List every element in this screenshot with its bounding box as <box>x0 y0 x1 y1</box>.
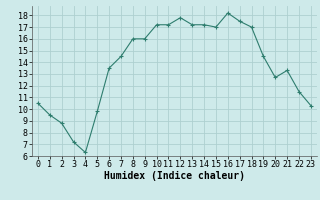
X-axis label: Humidex (Indice chaleur): Humidex (Indice chaleur) <box>104 171 245 181</box>
